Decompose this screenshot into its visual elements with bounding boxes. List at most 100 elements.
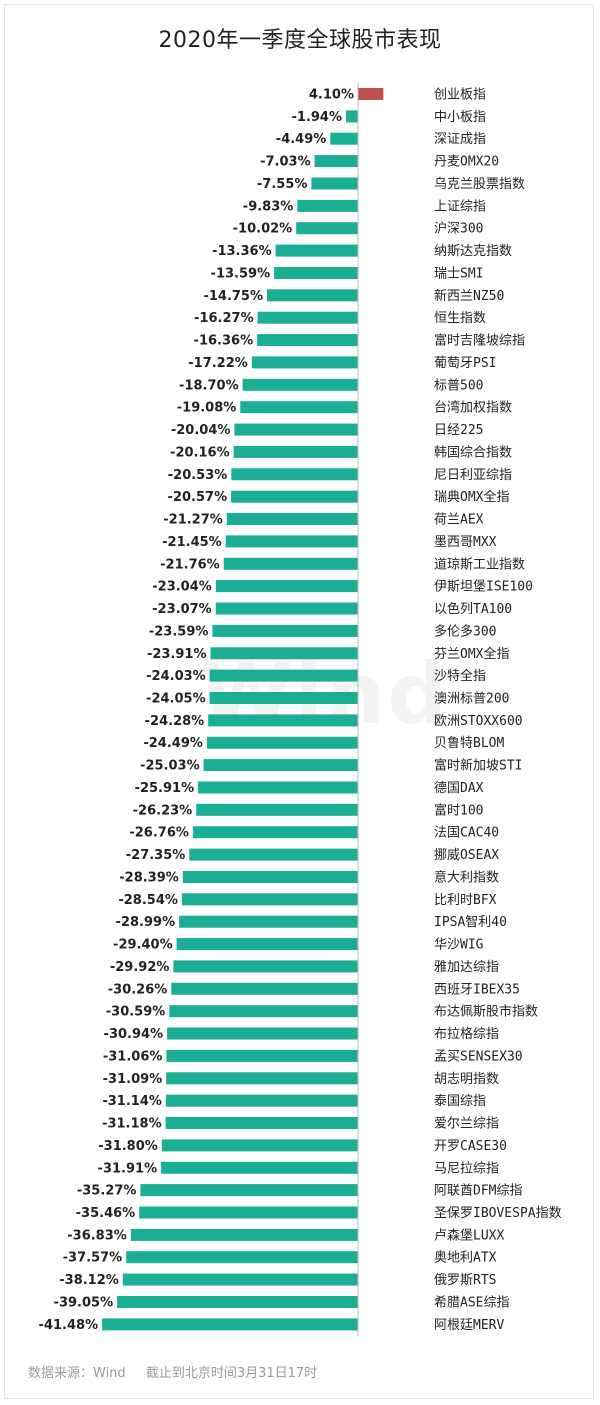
value-label-5: -9.83% — [243, 199, 294, 214]
value-label-4: -7.55% — [257, 177, 308, 192]
category-label-37: IPSA智利40 — [434, 915, 507, 930]
category-label-12: 葡萄牙PSI — [434, 356, 496, 371]
category-label-13: 标普500 — [434, 378, 483, 393]
value-label-30: -25.03% — [140, 759, 200, 774]
labels-group: 4.10% 创业板指 -1.94% 中小板指 -4.49% 深证成指 -7.03% 丹麦OMX… — [39, 88, 562, 1333]
value-label-40: -30.26% — [108, 982, 168, 997]
value-label-31: -25.91% — [135, 781, 195, 796]
value-label-38: -29.40% — [113, 938, 173, 953]
footer: 数据来源：Wind 截止到北京时间3月31日17时 — [28, 1362, 317, 1381]
bar-45 — [165, 1094, 358, 1107]
bar-5 — [297, 199, 358, 212]
value-label-36: -28.54% — [118, 893, 178, 908]
category-label-1: 中小板指 — [434, 110, 486, 125]
category-label-17: 尼日利亚综指 — [434, 468, 512, 483]
value-label-42: -30.94% — [104, 1027, 164, 1042]
value-label-10: -16.27% — [194, 311, 254, 326]
value-label-33: -26.76% — [129, 826, 189, 841]
value-label-34: -27.35% — [126, 848, 186, 863]
bar-13 — [242, 378, 358, 391]
value-label-11: -16.36% — [194, 334, 254, 349]
bar-11 — [257, 334, 358, 347]
value-label-29: -24.49% — [143, 736, 203, 751]
category-label-30: 富时新加坡STI — [434, 758, 522, 774]
bar-16 — [233, 445, 358, 458]
value-label-45: -31.14% — [102, 1094, 162, 1109]
category-label-4: 乌克兰股票指数 — [434, 176, 525, 192]
category-label-29: 贝鲁特BLOM — [434, 736, 504, 751]
bar-33 — [192, 826, 358, 839]
category-label-16: 韩国综合指数 — [434, 445, 512, 460]
category-label-3: 丹麦OMX20 — [434, 155, 499, 170]
category-label-47: 开罗CASE30 — [434, 1139, 507, 1154]
category-label-45: 泰国综指 — [434, 1094, 486, 1109]
bar-26 — [209, 669, 358, 682]
category-label-22: 伊斯坦堡ISE100 — [434, 579, 533, 595]
value-label-53: -38.12% — [59, 1273, 119, 1288]
bar-22 — [215, 580, 358, 593]
value-label-2: -4.49% — [276, 132, 327, 147]
value-label-7: -13.36% — [212, 244, 272, 259]
category-label-41: 布达佩斯股市指数 — [434, 1004, 538, 1020]
bar-55 — [102, 1318, 358, 1331]
category-label-26: 沙特全指 — [434, 668, 486, 684]
value-label-46: -31.18% — [102, 1117, 162, 1132]
bar-38 — [176, 938, 358, 951]
bar-0 — [358, 88, 384, 100]
category-label-48: 马尼拉综指 — [434, 1161, 499, 1176]
category-label-18: 瑞典OMX全指 — [434, 489, 509, 505]
bar-47 — [161, 1139, 358, 1152]
value-label-35: -28.39% — [119, 871, 179, 886]
bar-41 — [169, 1005, 358, 1018]
category-label-55: 阿根廷MERV — [434, 1318, 504, 1333]
bar-52 — [126, 1251, 358, 1264]
category-label-27: 澳洲标普200 — [434, 691, 509, 707]
bar-28 — [208, 714, 358, 727]
bar-54 — [117, 1296, 358, 1308]
category-label-49: 阿联酋DFM综指 — [434, 1183, 522, 1199]
bar-43 — [166, 1049, 358, 1062]
category-label-38: 华沙WIG — [434, 938, 484, 953]
category-label-24: 多伦多300 — [434, 623, 496, 639]
category-label-35: 意大利指数 — [434, 870, 499, 886]
category-label-20: 墨西哥MXX — [434, 535, 497, 550]
bar-3 — [314, 155, 358, 168]
category-label-44: 胡志明指数 — [434, 1072, 499, 1087]
category-label-46: 爱尔兰综指 — [434, 1117, 499, 1132]
category-label-10: 恒生指数 — [434, 311, 486, 326]
value-label-8: -13.59% — [211, 267, 271, 282]
bar-53 — [122, 1273, 358, 1286]
value-label-44: -31.09% — [103, 1072, 163, 1087]
bar-39 — [173, 960, 358, 973]
value-label-6: -10.02% — [233, 222, 293, 237]
value-label-13: -18.70% — [179, 378, 239, 393]
bar-29 — [206, 736, 358, 749]
value-label-12: -17.22% — [188, 356, 248, 371]
category-label-51: 卢森堡LUXX — [434, 1227, 504, 1243]
value-label-32: -26.23% — [133, 803, 193, 818]
category-label-34: 挪威OSEAX — [434, 848, 499, 863]
value-label-50: -35.46% — [76, 1206, 136, 1221]
category-label-53: 俄罗斯RTS — [434, 1273, 496, 1288]
category-label-32: 富时100 — [434, 802, 483, 818]
bar-10 — [257, 311, 358, 324]
chart-title: 2020年一季度全球股市表现 — [158, 28, 442, 53]
bar-6 — [296, 222, 358, 235]
category-label-40: 西班牙IBEX35 — [434, 982, 520, 997]
value-label-41: -30.59% — [106, 1005, 166, 1020]
bar-27 — [209, 692, 358, 704]
category-label-7: 纳斯达克指数 — [434, 244, 512, 259]
category-label-21: 道琼斯工业指数 — [434, 557, 525, 572]
category-label-0: 创业板指 — [434, 88, 486, 103]
value-label-0: 4.10% — [309, 88, 354, 103]
bar-7 — [275, 244, 358, 257]
bar-2 — [330, 132, 358, 145]
value-label-54: -39.05% — [54, 1296, 114, 1311]
bar-21 — [223, 557, 358, 570]
bar-1 — [346, 110, 358, 123]
value-label-55: -41.48% — [39, 1318, 99, 1333]
value-label-39: -29.92% — [110, 960, 170, 975]
value-label-52: -37.57% — [63, 1251, 123, 1266]
bar-36 — [181, 893, 358, 906]
category-label-28: 欧洲STOXX600 — [434, 714, 523, 729]
